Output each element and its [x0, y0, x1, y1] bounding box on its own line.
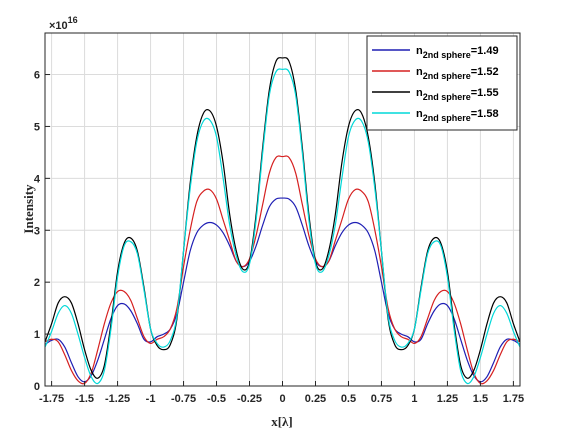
x-tick-label: 0.75	[371, 393, 392, 405]
legend-entry-sub: 2nd sphere	[423, 113, 471, 123]
y-tick-label: 1	[34, 329, 40, 341]
grid	[45, 33, 520, 387]
x-tick-label: 1	[411, 393, 417, 405]
series-line-3	[44, 57, 521, 379]
series-line-2	[44, 155, 521, 385]
x-axis-label: x[λ]	[271, 414, 293, 429]
y-axis-label: Intensity	[21, 184, 36, 234]
legend-entry-3: n2nd sphere=1.55	[416, 87, 499, 102]
x-tick-label: 0	[279, 393, 285, 405]
legend-entry-2: n2nd sphere=1.52	[416, 66, 499, 81]
y-tick-label: 6	[34, 70, 40, 82]
series-line-4	[44, 68, 521, 385]
x-tick-label: -0.5	[207, 393, 226, 405]
y-tick-label: 2	[34, 277, 40, 289]
x-tick-label: -1.5	[75, 393, 94, 405]
x-tick-label: -0.75	[171, 393, 196, 405]
y-tick-label: 5	[34, 121, 40, 133]
exponent-label: ×1016	[49, 15, 78, 32]
x-tick-label: 1.75	[503, 393, 524, 405]
legend-entry-value: =1.55	[471, 87, 499, 99]
x-tick-label: 1.5	[473, 393, 488, 405]
legend-entry-sub: 2nd sphere	[423, 71, 471, 81]
series-line-1	[44, 197, 521, 383]
legend-entry-main: n	[416, 45, 423, 57]
legend-entry-main: n	[416, 108, 423, 120]
legend-entry-1: n2nd sphere=1.49	[416, 45, 499, 60]
y-tick-label: 0	[34, 381, 40, 393]
y-tick-label: 4	[34, 173, 41, 185]
legend-entry-sub: 2nd sphere	[423, 50, 471, 60]
x-tick-label: 0.5	[341, 393, 356, 405]
exponent-power: 16	[68, 15, 78, 25]
series-layer	[44, 57, 521, 385]
x-tick-label: -1	[146, 393, 156, 405]
x-axis: -1.75 -1.5 -1.25 -1 -0.75 -0.5 -0.25 0 0.25 0.5 0.…	[39, 381, 524, 405]
legend-entry-main: n	[416, 87, 423, 99]
x-tick-label: -1.25	[105, 393, 130, 405]
y-axis: 0 1 2 3 4 5 6	[34, 70, 50, 393]
legend-entry-value: =1.58	[471, 108, 499, 120]
legend-entry-sub: 2nd sphere	[423, 92, 471, 102]
legend-entry-value: =1.49	[471, 45, 499, 57]
legend-box	[366, 35, 518, 131]
legend-entry-main: n	[416, 66, 423, 78]
y-tick-label: 3	[34, 225, 40, 237]
x-tick-label: -0.25	[237, 393, 262, 405]
x-tick-label: 0.25	[305, 393, 326, 405]
legend-entry-4: n2nd sphere=1.58	[416, 108, 499, 123]
exponent-base: ×10	[49, 20, 68, 32]
x-tick-label: -1.75	[39, 393, 64, 405]
legend-entry-value: =1.52	[471, 66, 499, 78]
x-tick-label: 1.25	[437, 393, 458, 405]
